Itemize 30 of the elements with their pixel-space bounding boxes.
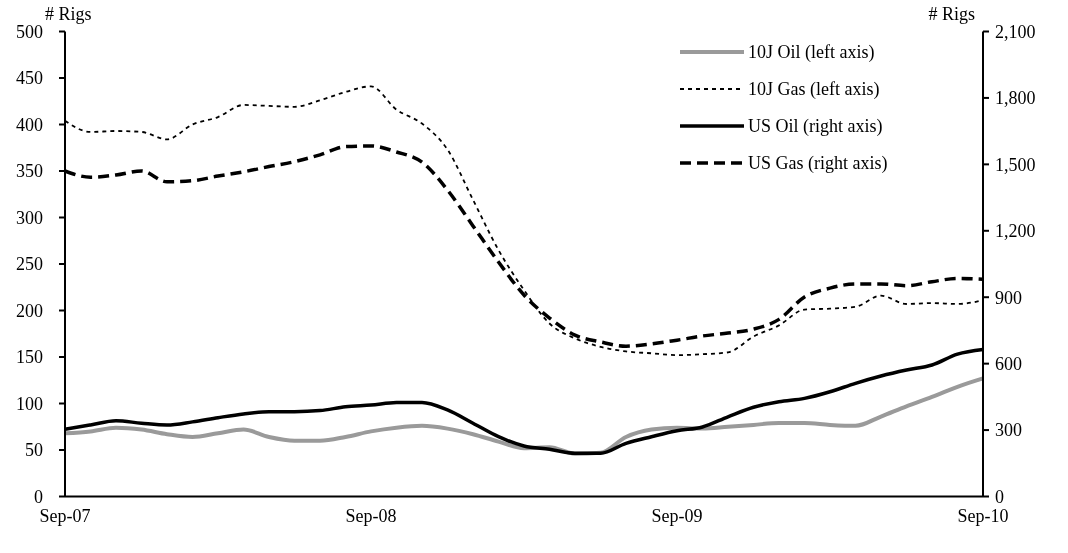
x-tick-label: Sep-10	[957, 505, 1009, 526]
legend-label: 10J Gas (left axis)	[748, 79, 880, 101]
y2-tick-label: 1,800	[995, 88, 1036, 109]
y2-tick-label: 0	[995, 486, 1004, 507]
x-tick-label: Sep-09	[651, 505, 703, 526]
y-tick-label: 450	[16, 68, 43, 89]
legend-label: US Oil (right axis)	[748, 116, 883, 138]
y-tick-label: 150	[16, 347, 43, 368]
y-tick-label: 0	[34, 486, 43, 507]
y2-tick-label: 900	[995, 287, 1022, 308]
line-series	[63, 376, 985, 456]
y-tick-label: 350	[16, 161, 43, 182]
legend-label: US Gas (right axis)	[748, 153, 888, 175]
y-tick-label: 400	[16, 114, 43, 135]
y-tick-label: 100	[16, 393, 43, 414]
y2-tick-label: 600	[995, 353, 1022, 374]
x-tick-label: Sep-08	[345, 505, 397, 526]
y2-tick-label: 1,500	[995, 154, 1036, 175]
x-tick-label: Sep-07	[39, 505, 91, 526]
y-tick-label: 500	[16, 21, 43, 42]
legend-label: 10J Oil (left axis)	[748, 42, 875, 64]
y-tick-label: 300	[16, 207, 43, 228]
y-tick-label: 250	[16, 254, 43, 275]
y2-tick-label: 300	[995, 420, 1022, 441]
y2-tick-label: 1,200	[995, 221, 1036, 242]
y-tick-label: 200	[16, 300, 43, 321]
y2-tick-label: 2,100	[995, 21, 1036, 42]
y-axis-title: # Rigs	[45, 3, 92, 24]
y-tick-label: 50	[25, 440, 43, 461]
y2-axis-title: # Rigs	[928, 3, 975, 24]
